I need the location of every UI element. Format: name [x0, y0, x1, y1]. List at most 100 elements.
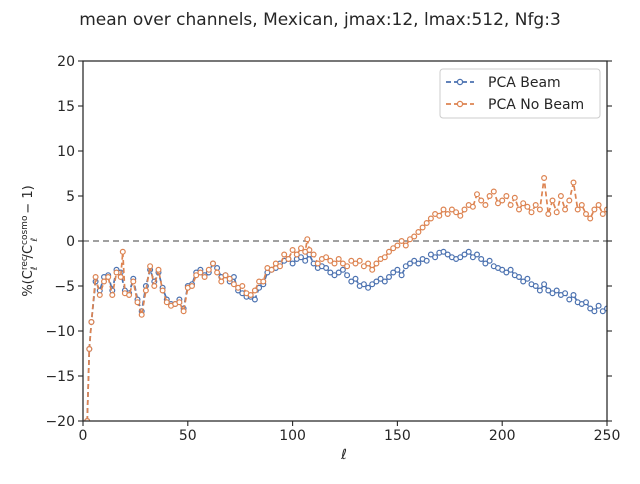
data-point-pca-no-beam [105, 274, 112, 281]
data-point-pca-no-beam [113, 269, 120, 276]
data-point-pca-no-beam [524, 203, 531, 210]
data-point-pca-no-beam [507, 202, 514, 209]
data-point-pca-beam [532, 283, 539, 290]
data-point-pca-no-beam [247, 292, 254, 299]
data-point-pca-no-beam [587, 215, 594, 222]
data-point-pca-beam [457, 254, 464, 261]
y-tick-label: 10 [57, 144, 75, 160]
data-point-pca-no-beam [310, 251, 317, 258]
y-tick-label: −15 [45, 369, 75, 385]
data-point-pca-no-beam [214, 269, 221, 276]
data-point-pca-no-beam [453, 209, 460, 216]
data-point-pca-beam [499, 266, 506, 273]
data-point-pca-beam [545, 287, 552, 294]
data-point-pca-no-beam [469, 203, 476, 210]
data-point-pca-beam [595, 302, 602, 309]
data-point-pca-no-beam [92, 274, 99, 281]
data-point-pca-no-beam [541, 175, 548, 182]
data-point-pca-no-beam [419, 224, 426, 231]
legend-marker-pca-no-beam [456, 100, 464, 108]
ylabel-suffix: − 1) [21, 185, 36, 218]
data-point-pca-no-beam [356, 257, 363, 264]
data-point-pca-beam [562, 290, 569, 297]
data-point-pca-no-beam [268, 266, 275, 273]
data-point-pca-no-beam [323, 254, 330, 261]
data-point-pca-beam [541, 281, 548, 288]
data-point-pca-no-beam [86, 346, 93, 353]
y-tick-label: 5 [66, 189, 75, 205]
data-point-pca-beam [251, 296, 258, 303]
data-point-pca-no-beam [557, 193, 564, 200]
data-point-pca-beam [331, 272, 338, 279]
data-point-pca-no-beam [272, 260, 279, 267]
data-point-pca-no-beam [281, 251, 288, 258]
data-point-pca-no-beam [553, 209, 560, 216]
data-point-pca-beam [570, 292, 577, 299]
series-line-pca-no-beam [86, 177, 607, 421]
data-point-pca-no-beam [304, 236, 311, 243]
data-point-pca-beam [486, 257, 493, 264]
data-point-pca-no-beam [520, 200, 527, 207]
data-point-pca-beam [427, 251, 434, 258]
data-point-pca-no-beam [415, 229, 422, 236]
data-point-pca-no-beam [574, 206, 581, 213]
data-point-pca-beam [360, 281, 367, 288]
series-pca-no-beam [84, 175, 607, 421]
y-axis-label: %(Crecℓ/Ccosmoℓ − 1) [20, 185, 40, 296]
data-point-pca-beam [465, 248, 472, 255]
data-point-pca-no-beam [360, 263, 367, 270]
ylabel-sup-cosmo: cosmo [20, 215, 30, 245]
data-point-pca-no-beam [222, 272, 229, 279]
legend: PCA Beam PCA No Beam [439, 68, 601, 119]
y-tick-label: −5 [54, 279, 75, 295]
data-point-pca-beam [461, 251, 468, 258]
data-point-pca-no-beam [515, 206, 522, 213]
data-point-pca-no-beam [239, 283, 246, 290]
data-point-pca-no-beam [407, 236, 414, 243]
data-point-pca-beam [348, 278, 355, 285]
x-axis-label: ℓ [340, 447, 347, 463]
legend-label-pca-no-beam: PCA No Beam [488, 97, 584, 113]
legend-frame [439, 68, 601, 119]
data-point-pca-no-beam [461, 206, 468, 213]
data-point-pca-no-beam [117, 274, 124, 281]
data-point-pca-beam [582, 299, 589, 306]
data-point-pca-beam [515, 274, 522, 281]
data-point-pca-beam [407, 260, 414, 267]
data-point-pca-no-beam [100, 278, 107, 285]
data-point-pca-no-beam [163, 299, 170, 306]
data-point-pca-no-beam [155, 266, 162, 273]
ylabel-mid: /C [21, 245, 36, 258]
data-point-pca-no-beam [499, 197, 506, 204]
data-point-pca-no-beam [582, 211, 589, 218]
data-point-pca-beam [352, 275, 359, 282]
data-point-pca-no-beam [599, 211, 606, 218]
legend-entry-pca-beam: PCA Beam [446, 75, 561, 91]
y-tick-label: −10 [45, 324, 75, 340]
data-point-pca-no-beam [344, 263, 351, 270]
data-point-pca-beam [423, 257, 430, 264]
ylabel-sub-ell-1: ℓ [30, 266, 40, 271]
legend-label-pca-beam: PCA Beam [488, 75, 561, 91]
data-point-pca-beam [369, 281, 376, 288]
data-point-pca-beam [440, 248, 447, 255]
data-point-pca-beam [474, 251, 481, 258]
data-point-pca-no-beam [226, 275, 233, 282]
data-point-pca-no-beam [423, 220, 430, 227]
data-point-pca-no-beam [230, 281, 237, 288]
data-point-pca-no-beam [457, 212, 464, 219]
data-point-pca-no-beam [373, 260, 380, 267]
data-point-pca-no-beam [134, 299, 141, 306]
x-tick-label: 250 [594, 428, 621, 444]
data-point-pca-no-beam [96, 292, 103, 299]
data-point-pca-no-beam [578, 202, 585, 209]
data-point-pca-no-beam [285, 256, 292, 263]
data-point-pca-no-beam [314, 260, 321, 267]
data-point-pca-beam [591, 308, 598, 315]
data-point-pca-no-beam [159, 287, 166, 294]
data-point-pca-no-beam [180, 308, 187, 315]
data-point-pca-no-beam [327, 257, 334, 264]
data-point-pca-no-beam [335, 256, 342, 263]
data-point-pca-no-beam [352, 260, 359, 267]
data-point-pca-no-beam [482, 202, 489, 209]
